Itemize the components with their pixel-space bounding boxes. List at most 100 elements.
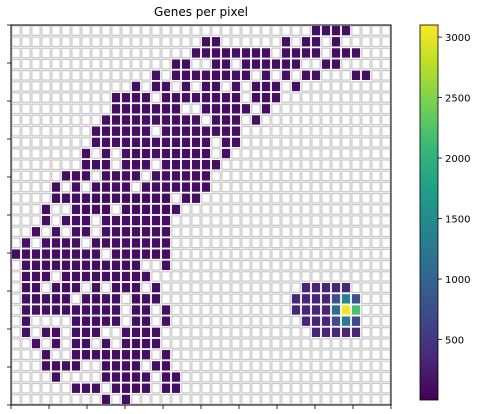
empty-grid-cell (52, 126, 60, 135)
empty-grid-cell (372, 160, 380, 169)
heatmap-cell (262, 48, 270, 57)
empty-grid-cell (262, 249, 270, 258)
empty-grid-cell (42, 149, 50, 158)
heatmap-cell (132, 305, 140, 314)
empty-grid-cell (52, 316, 60, 325)
heatmap-cell (92, 138, 100, 147)
empty-grid-cell (242, 384, 250, 393)
empty-grid-cell (82, 238, 90, 247)
empty-grid-cell (302, 249, 310, 258)
heatmap-cell (162, 238, 170, 247)
empty-grid-cell (322, 361, 330, 370)
empty-grid-cell (142, 59, 150, 68)
empty-grid-cell (342, 59, 350, 68)
heatmap-cell (182, 171, 190, 180)
empty-grid-cell (352, 205, 360, 214)
heatmap-cell (132, 238, 140, 247)
heatmap-cell (142, 249, 150, 258)
empty-grid-cell (322, 93, 330, 102)
empty-grid-cell (252, 339, 260, 348)
heatmap-cell (292, 294, 300, 303)
empty-grid-cell (372, 350, 380, 359)
empty-grid-cell (52, 350, 60, 359)
heatmap-cell (162, 261, 170, 270)
empty-grid-cell (252, 261, 260, 270)
empty-grid-cell (242, 316, 250, 325)
empty-grid-cell (232, 283, 240, 292)
empty-grid-cell (352, 261, 360, 270)
heatmap-cell (112, 171, 120, 180)
empty-grid-cell (152, 316, 160, 325)
empty-grid-cell (172, 194, 180, 203)
empty-grid-cell (362, 350, 370, 359)
empty-grid-cell (302, 350, 310, 359)
heatmap-cell (162, 115, 170, 124)
empty-grid-cell (242, 372, 250, 381)
empty-grid-cell (12, 138, 20, 147)
heatmap-cell (162, 316, 170, 325)
empty-grid-cell (282, 216, 290, 225)
empty-grid-cell (372, 37, 380, 46)
empty-grid-cell (62, 115, 70, 124)
empty-grid-cell (292, 249, 300, 258)
empty-grid-cell (152, 37, 160, 46)
empty-grid-cell (372, 261, 380, 270)
empty-grid-cell (192, 59, 200, 68)
empty-grid-cell (242, 194, 250, 203)
empty-grid-cell (232, 194, 240, 203)
heatmap-cell (72, 361, 80, 370)
heatmap-cell (52, 227, 60, 236)
heatmap-cell (62, 361, 70, 370)
heatmap-cell (312, 316, 320, 325)
heatmap-cell (112, 93, 120, 102)
empty-grid-cell (352, 138, 360, 147)
empty-grid-cell (52, 59, 60, 68)
empty-grid-cell (182, 384, 190, 393)
empty-grid-cell (212, 205, 220, 214)
empty-grid-cell (282, 361, 290, 370)
empty-grid-cell (292, 71, 300, 80)
heatmap-cell (142, 238, 150, 247)
heatmap-cell (102, 294, 110, 303)
heatmap-cell (92, 350, 100, 359)
empty-grid-cell (242, 205, 250, 214)
heatmap-cell (112, 104, 120, 113)
empty-grid-cell (72, 395, 80, 404)
empty-grid-cell (222, 205, 230, 214)
empty-grid-cell (382, 71, 390, 80)
empty-grid-cell (232, 227, 240, 236)
empty-grid-cell (52, 93, 60, 102)
heatmap-cell (342, 305, 350, 314)
empty-grid-cell (12, 361, 20, 370)
empty-grid-cell (272, 294, 280, 303)
empty-grid-cell (262, 149, 270, 158)
empty-grid-cell (382, 194, 390, 203)
empty-grid-cell (112, 82, 120, 91)
heatmap-cell (142, 294, 150, 303)
empty-grid-cell (252, 372, 260, 381)
empty-grid-cell (272, 126, 280, 135)
empty-grid-cell (272, 171, 280, 180)
heatmap-cell (92, 126, 100, 135)
heatmap-cell (122, 104, 130, 113)
empty-grid-cell (362, 115, 370, 124)
empty-grid-cell (272, 37, 280, 46)
empty-grid-cell (332, 372, 340, 381)
empty-grid-cell (62, 328, 70, 337)
heatmap-cell (232, 126, 240, 135)
empty-grid-cell (362, 59, 370, 68)
empty-grid-cell (22, 149, 30, 158)
heatmap-cell (142, 138, 150, 147)
heatmap-cell (42, 261, 50, 270)
empty-grid-cell (192, 372, 200, 381)
empty-grid-cell (302, 216, 310, 225)
empty-grid-cell (182, 238, 190, 247)
empty-grid-cell (62, 160, 70, 169)
empty-grid-cell (302, 328, 310, 337)
heatmap-cell (322, 328, 330, 337)
heatmap-cell (202, 104, 210, 113)
empty-grid-cell (252, 216, 260, 225)
colorbar (420, 25, 438, 400)
empty-grid-cell (262, 160, 270, 169)
empty-grid-cell (322, 372, 330, 381)
